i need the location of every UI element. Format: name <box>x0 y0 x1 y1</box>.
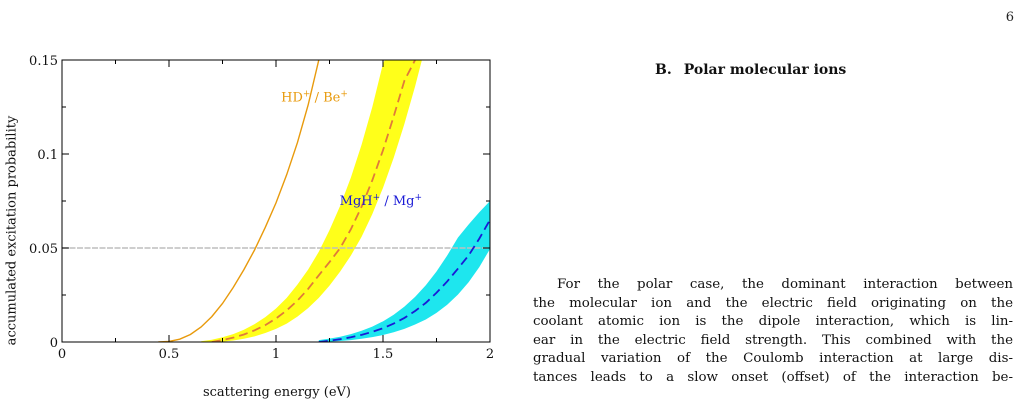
x-tick-label: 0.5 <box>159 347 180 362</box>
paragraph-line: ear in the electric field strength. This… <box>533 332 1013 348</box>
x-axis-label: scattering energy (eV) <box>202 385 352 400</box>
x-tick-label: 1 <box>272 347 280 362</box>
x-tick-label: 2 <box>486 347 494 362</box>
y-axis-label: accumulated excitation probability <box>4 115 20 345</box>
annotation-superscript: + <box>340 89 348 99</box>
annotation-text: HD <box>281 90 303 105</box>
solid-series-0 <box>158 60 320 342</box>
page-number: 6 <box>1005 10 1014 25</box>
x-tick-label: 1.5 <box>373 347 394 362</box>
series-annotation-1: MgH+ / Mg+ <box>340 193 422 209</box>
paragraph-line: For the polar case, the dominant interac… <box>557 277 1013 292</box>
series-annotation-0: HD+ / Be+ <box>281 89 348 105</box>
body-paragraph: For the polar case, the dominant interac… <box>533 276 1013 387</box>
paragraph-line: tances leads to a slow onset (offset) of… <box>533 369 1013 385</box>
paragraph-line: coolant atomic ion is the dipole interac… <box>533 314 1013 329</box>
y-axis-label-container: accumulated excitation probability <box>2 60 22 400</box>
section-number: B. <box>655 62 672 78</box>
section-heading: B. Polar molecular ions <box>655 62 846 78</box>
y-tick-label: 0 <box>50 336 58 351</box>
y-tick-label: 0.15 <box>29 54 58 69</box>
dashed-series-2 <box>211 60 416 342</box>
paragraph-line: gradual variation of the Coulomb interac… <box>533 351 1013 366</box>
uncertainty-band-1 <box>201 60 422 342</box>
dashed-series-4 <box>318 219 490 342</box>
paragraph-line: the molecular ion and the electric field… <box>533 295 1013 311</box>
y-tick-label: 0.1 <box>37 148 58 163</box>
figure: 0 0.5 1 1.5 2 0 0.05 0.1 0.15 HD+ / Be+ MgH+ / Mg+… <box>0 40 520 417</box>
annotation-superscript: + <box>414 193 422 203</box>
y-tick-label: 0.05 <box>29 242 58 257</box>
annotation-text: MgH <box>340 194 373 209</box>
section-title: Polar molecular ions <box>683 62 847 78</box>
plot-area <box>62 60 490 342</box>
annotation-superscript: + <box>303 89 311 99</box>
annotation-superscript: + <box>373 193 381 203</box>
x-tick-label: 0 <box>58 347 66 362</box>
annotation-text: / Be <box>310 90 340 105</box>
annotation-text: / Mg <box>380 194 414 209</box>
